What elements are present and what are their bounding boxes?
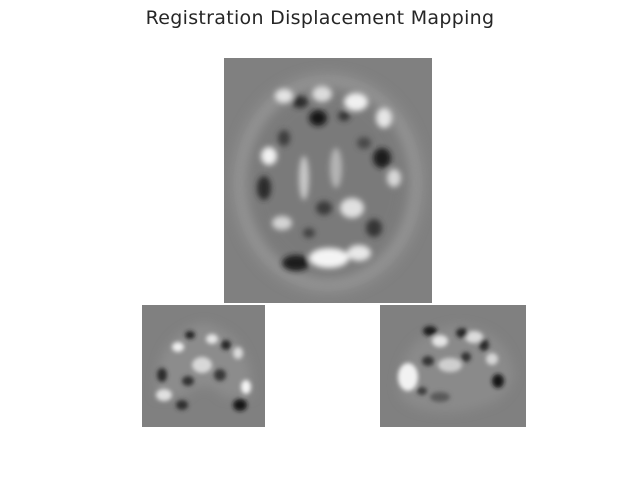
figure-title: Registration Displacement Mapping xyxy=(145,7,495,29)
coronal-displacement-image xyxy=(142,305,265,427)
sagittal-displacement-image xyxy=(380,305,526,427)
axial-displacement-image xyxy=(224,58,432,303)
